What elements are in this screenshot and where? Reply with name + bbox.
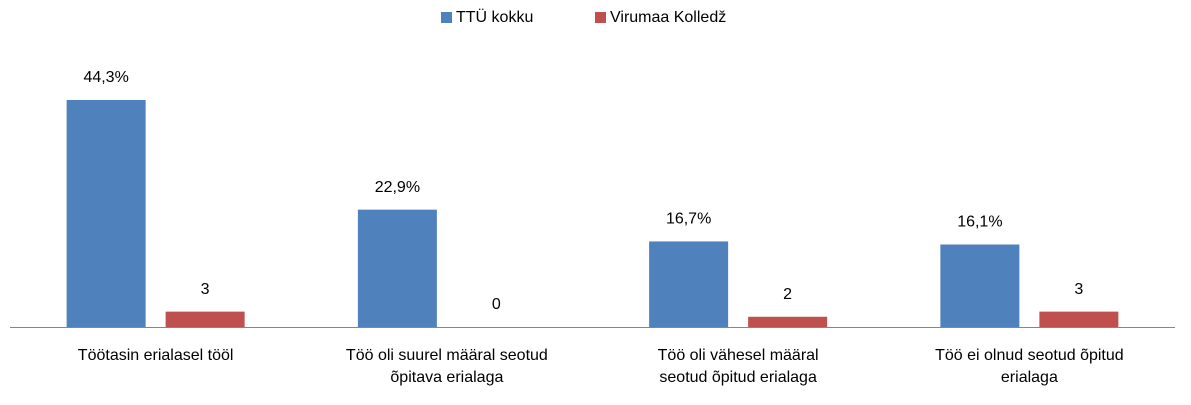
bar	[1039, 311, 1119, 327]
bar	[748, 316, 828, 327]
data-label: 0	[492, 296, 501, 313]
data-label: 22,9%	[375, 179, 420, 196]
legend-swatch	[595, 12, 606, 23]
data-label: 3	[1074, 281, 1083, 298]
data-label: 16,1%	[957, 214, 1002, 231]
bar	[649, 241, 729, 327]
data-label: 44,3%	[83, 69, 128, 86]
x-tick-label: Töö oli suurel määral seotud õpitava eri…	[345, 347, 548, 386]
bar	[940, 244, 1020, 327]
x-tick-label: Töö oli vähesel määral seotud õpitud eri…	[657, 347, 819, 386]
x-tick-label: Töötasin erialasel tööl	[77, 347, 234, 364]
legend-label: Virumaa Kolledž	[610, 9, 726, 26]
legend-label: TTÜ kokku	[456, 8, 533, 26]
data-label: 16,7%	[666, 211, 711, 228]
data-label: 3	[201, 281, 210, 298]
data-label: 2	[783, 286, 792, 303]
x-tick-label: Töö ei olnud seotud õpitud erialaga	[935, 347, 1124, 386]
bar	[165, 311, 245, 327]
legend-swatch	[441, 12, 452, 23]
bar	[357, 209, 437, 327]
bar	[66, 100, 146, 327]
